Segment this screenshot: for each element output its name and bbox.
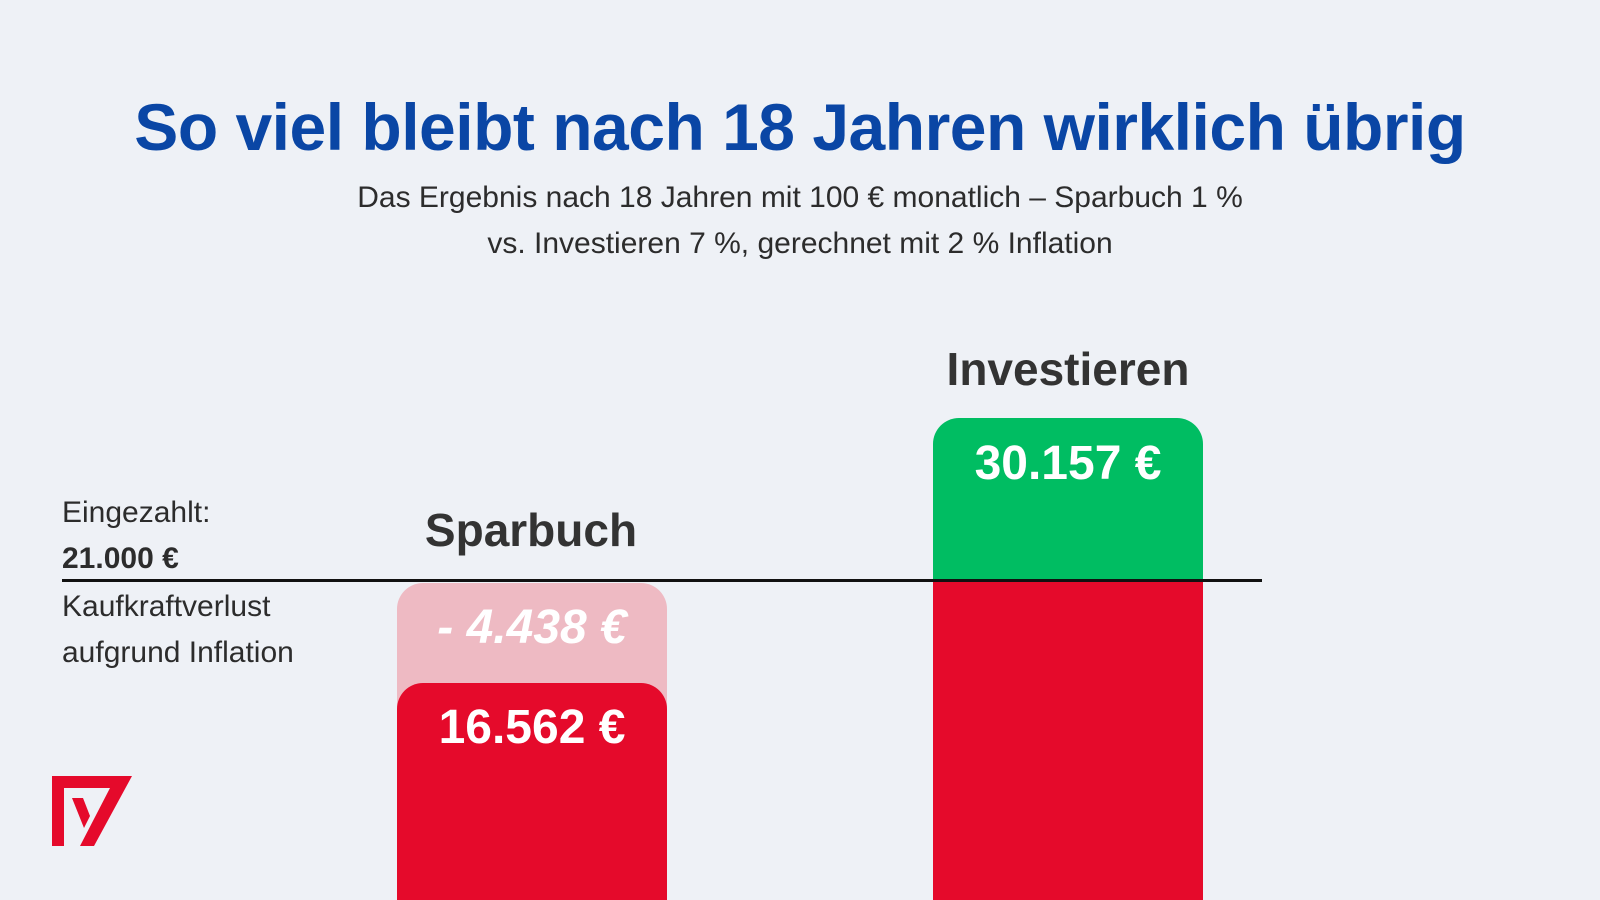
subtitle-line-2: vs. Investieren 7 %, gerechnet mit 2 % I…: [487, 227, 1113, 260]
value-label-investieren: 30.157 €: [974, 437, 1162, 490]
paid-in-reference-line: [62, 579, 1262, 582]
brand-logo-icon: [52, 776, 132, 846]
paid-in-label: Eingezahlt: 21.000 €: [62, 490, 210, 582]
bar-investieren-gain: [933, 418, 1203, 593]
category-label-sparbuch: Sparbuch: [424, 504, 638, 556]
bar-investieren-base: [933, 581, 1203, 900]
value-label-sparbuch-loss: - 4.438 €: [437, 601, 627, 654]
subtitle-line-1: Das Ergebnis nach 18 Jahren mit 100 € mo…: [357, 181, 1243, 214]
inflation-loss-line-2: aufgrund Inflation: [62, 636, 294, 669]
bar-sparbuch-real-value: [397, 683, 667, 900]
value-label-sparbuch-real: 16.562 €: [438, 701, 626, 754]
inflation-loss-label: Kaufkraftverlust aufgrund Inflation: [62, 584, 294, 676]
page-subtitle: Das Ergebnis nach 18 Jahren mit 100 € mo…: [250, 175, 1350, 267]
inflation-loss-line-1: Kaufkraftverlust: [62, 590, 271, 623]
page-title: So viel bleibt nach 18 Jahren wirklich ü…: [134, 90, 1466, 164]
category-label-investieren: Investieren: [946, 343, 1190, 395]
paid-in-amount: 21.000 €: [62, 542, 179, 575]
paid-in-text: Eingezahlt:: [62, 496, 211, 529]
